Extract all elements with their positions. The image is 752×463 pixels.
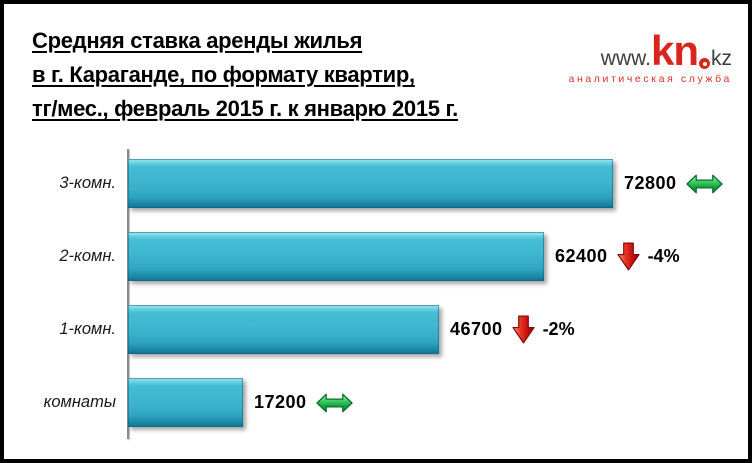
value-label: 72800 [624, 173, 677, 193]
decrease-arrow-icon [616, 242, 640, 271]
value-label: 46700 [450, 319, 503, 339]
chart-area: 3-комн. 72800 2-комн. 62400 -4% 1-комн. 46700 -… [4, 149, 748, 441]
percent-change-label: -2% [542, 319, 575, 339]
chart-row-2-комн.: 2-комн. 62400 -4% [4, 232, 680, 281]
bar-1-комн. [128, 305, 439, 354]
no-change-arrow-icon [315, 393, 353, 412]
bar-2-комн. [128, 232, 544, 281]
category-label: комнаты [43, 393, 116, 411]
logo-subtitle: аналитическая служба [568, 73, 732, 85]
logo-kz-text: kz [711, 47, 732, 70]
value-label: 62400 [555, 246, 608, 266]
chart-row-комнаты: комнаты 17200 [4, 378, 353, 427]
decrease-arrow-icon [511, 315, 535, 344]
title-line-1: Средняя ставка аренды жилья [32, 28, 363, 53]
change-indicator [685, 172, 723, 196]
change-indicator [315, 391, 353, 415]
change-indicator [616, 242, 640, 271]
category-label: 2-комн. [59, 247, 116, 265]
chart-row-3-комн.: 3-комн. 72800 [4, 159, 723, 208]
bar-комнаты [128, 378, 243, 427]
bar-3-комн. [128, 159, 613, 208]
title-line-2: в г. Караганде, по формату квартир, [32, 62, 415, 87]
change-indicator [511, 315, 535, 344]
logo-kn-text: kn [650, 27, 699, 74]
logo-www-text: www. [600, 47, 651, 70]
category-label: 3-комн. [59, 174, 116, 192]
no-change-arrow-icon [685, 174, 723, 193]
title-line-3: тг/мес., февраль 2015 г. к январю 2015 г… [32, 96, 458, 121]
category-label: 1-комн. [59, 320, 116, 338]
percent-change-label: -4% [647, 246, 680, 266]
kn-kz-logo: www. kn kz аналитическая служба [568, 27, 732, 86]
chart-row-1-комн.: 1-комн. 46700 -2% [4, 305, 575, 354]
y-axis-line [127, 149, 129, 439]
logo-wordmark: www. kn kz [600, 27, 732, 74]
page-title: Средняя ставка аренды жилья в г. Караган… [32, 24, 458, 126]
logo-dot-icon [699, 58, 710, 69]
value-label: 17200 [254, 392, 307, 412]
